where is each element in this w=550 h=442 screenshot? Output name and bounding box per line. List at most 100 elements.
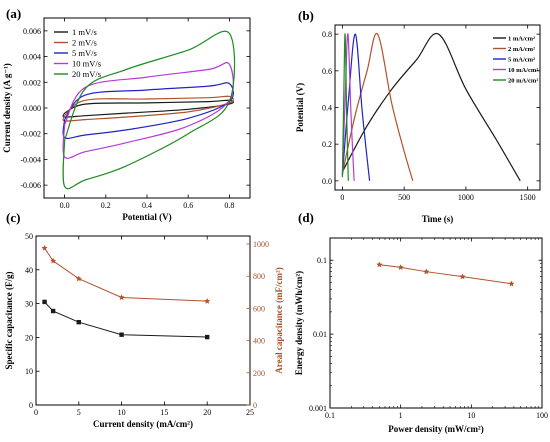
y-tick-label: 0.1	[317, 256, 327, 265]
chart-panel-a: (a) 0.0 0.2 0.4 0.6 0.8 -0.006 -0.004 -0.002 0.00…	[2, 6, 251, 222]
y-tick-label: 40	[25, 266, 33, 275]
x-tick-label: 0.6	[183, 201, 193, 210]
chart-panel-b: (b) 0 500 1000 1500 0.0 0.2 0.4 0.6 0.8 Time (s) Po…	[295, 8, 541, 224]
y-axis-label: Potential (V)	[295, 83, 305, 132]
y-tick-label: 0.000	[23, 104, 41, 113]
x-tick-label: 500	[398, 193, 410, 202]
y-right-tick-label: 0	[253, 401, 257, 410]
data-point-areal-capacitance	[204, 298, 211, 304]
x-tick-label: 0.1	[325, 411, 335, 420]
y-tick-label: -0.002	[20, 130, 41, 139]
y-tick-label: 0.6	[322, 67, 332, 76]
data-point-specific-capacitance	[42, 299, 47, 305]
data-point-specific-capacitance	[76, 319, 81, 325]
gcd-curve-4	[341, 33, 349, 181]
legend: 1 mA/cm² 2 mA/cm² 5 mA/cm² 10 mA/cm² 20 mA/c…	[493, 36, 538, 85]
x-tick-label: 25	[246, 408, 254, 417]
x-tick-label: 0.2	[101, 201, 111, 210]
data-point-areal-capacitance	[41, 244, 48, 251]
data-point-areal-capacitance	[50, 257, 57, 264]
data-point-energy-density	[459, 273, 466, 280]
x-tick-label: 15	[160, 408, 168, 417]
x-axis-label: Current density (mA/cm²)	[93, 419, 193, 429]
x-tick-label: 1500	[520, 193, 536, 202]
y-tick-label: 0.001	[309, 404, 327, 413]
data-point-areal-capacitance	[118, 294, 125, 301]
plot-frame	[35, 235, 251, 406]
gcd-curve-0	[341, 32, 521, 182]
y-right-tick-label: 1000	[253, 240, 269, 249]
data-point-energy-density	[508, 280, 515, 287]
legend-entry: 1 mA/cm²	[508, 36, 535, 43]
legend-entry: 10 mV/s	[72, 59, 101, 69]
y-tick-label: 0.2	[322, 140, 332, 149]
data-point-areal-capacitance	[75, 275, 82, 282]
y-axis-label: Specific capacitance (F/g)	[4, 272, 14, 370]
legend-entry: 5 mA/cm²	[508, 57, 535, 64]
legend-entry: 20 mV/s	[72, 69, 101, 79]
y-tick-label: 0.004	[23, 53, 41, 62]
y-tick-label: 0.002	[23, 78, 41, 87]
y-tick-label: 0.006	[23, 27, 41, 36]
x-tick-label: 0.8	[224, 201, 234, 210]
x-tick-label: 1	[399, 411, 403, 420]
right-axis: 0 200 400 600 800 1000 Areal capacitance (mF/c…	[246, 240, 284, 410]
legend-entry: 1 mV/s	[72, 27, 97, 37]
data-point-specific-capacitance	[205, 334, 210, 340]
x-axis-label: Potential (V)	[122, 212, 171, 222]
y-axis-label: Current density (A g⁻¹)	[2, 63, 12, 153]
y-tick-label: -0.004	[20, 155, 41, 164]
x-tick-label: 100	[536, 411, 548, 420]
data-point-energy-density	[397, 264, 404, 270]
legend: 1 mV/s2 mV/s5 mV/s10 mV/s20 mV/s	[54, 27, 101, 79]
x-tick-label: 5	[77, 408, 81, 417]
cv-curve-1-mv-s	[62, 99, 234, 118]
y-tick-label: 0.0	[322, 177, 332, 186]
panel-label: (c)	[6, 210, 20, 225]
x-tick-label: 1000	[458, 193, 474, 202]
chart-panel-d: (d) 0.1 1 10 100 0.001 0.01 0.1 Power density (m…	[294, 210, 548, 434]
x-tick-label: 0.4	[142, 201, 152, 210]
legend-entry: 10 mA/cm²	[508, 67, 538, 74]
y-right-tick-label: 200	[253, 369, 265, 378]
x-tick-label: 0	[34, 408, 38, 417]
data-point-energy-density	[423, 268, 430, 275]
chart-panel-c: (c)0 5 10 15 20 25010203040500200400600800100…	[4, 210, 284, 429]
y-axis-label: Energy density (mWh/cm²)	[294, 271, 304, 375]
y-tick-label: 0.01	[313, 330, 327, 339]
x-axis-label: Power density (mW/cm²)	[388, 424, 484, 434]
y-tick-label: 10	[25, 367, 33, 376]
x-tick-label: 20	[203, 408, 211, 417]
data-point-specific-capacitance	[50, 308, 56, 314]
y-tick-label: 0.8	[322, 30, 332, 39]
data-point-specific-capacitance	[119, 332, 124, 337]
panel-label: (a)	[6, 6, 21, 21]
gcd-curve-1	[341, 33, 414, 181]
y-right-axis-label: Areal capacitance (mF/cm²)	[274, 267, 284, 374]
gcd-curve-3	[341, 33, 355, 181]
x-tick-label: 10	[467, 411, 475, 420]
legend-entry: 20 mA/cm²	[508, 78, 538, 85]
y-tick-label: -0.006	[20, 181, 41, 190]
y-right-tick-label: 800	[253, 272, 265, 281]
plot-frame	[329, 237, 543, 409]
x-tick-label: 0	[340, 193, 344, 202]
y-right-tick-label: 400	[253, 337, 265, 346]
y-tick-label: 30	[25, 300, 33, 309]
cv-curve-20-mv-s	[62, 30, 236, 190]
y-tick-label: 50	[25, 232, 33, 241]
x-tick-label: 10	[118, 408, 126, 417]
legend-entry: 2 mA/cm²	[508, 46, 535, 53]
x-tick-label: 0.0	[60, 201, 70, 210]
legend-entry: 2 mV/s	[72, 38, 97, 48]
y-tick-label: 0.4	[322, 104, 332, 113]
panel-label: (d)	[298, 210, 314, 225]
y-right-tick-label: 600	[253, 304, 265, 313]
y-tick-label: 20	[25, 333, 33, 342]
y-tick-label: 0	[29, 401, 33, 410]
data-point-energy-density	[376, 261, 383, 268]
panel-label: (b)	[298, 8, 314, 23]
x-axis-label: Time (s)	[422, 214, 454, 224]
legend-entry: 5 mV/s	[72, 48, 97, 58]
